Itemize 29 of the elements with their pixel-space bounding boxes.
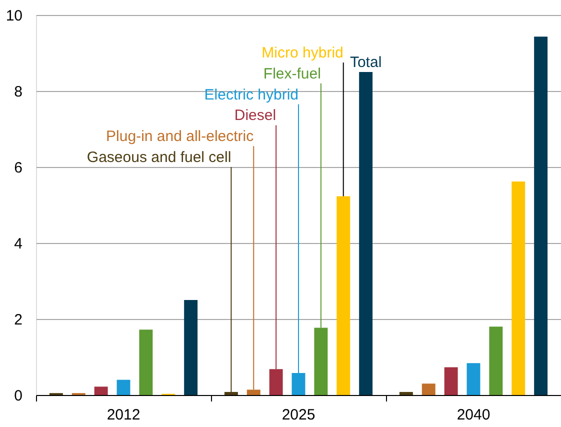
y-tick-label: 8 [14, 84, 22, 100]
y-tick-label: 4 [14, 236, 22, 252]
x-tick-label: 2012 [106, 406, 140, 424]
bar [359, 72, 373, 395]
y-tick-label: 6 [14, 160, 22, 176]
bar [399, 392, 413, 395]
bar [534, 36, 548, 395]
bar [466, 363, 480, 395]
y-tick-label: 2 [14, 312, 22, 328]
series-label: Total [350, 54, 382, 71]
text: Electric hybrid [204, 86, 298, 104]
bar [116, 380, 130, 395]
bar [94, 386, 108, 395]
text: Gaseous and fuel cell [86, 149, 232, 166]
text: Flex-fuel [263, 65, 321, 82]
x-tick-label: 2040 [456, 406, 490, 424]
bar [422, 384, 436, 395]
bar [489, 326, 503, 395]
text: Diesel [234, 107, 276, 124]
text: Micro hybrid [262, 44, 344, 62]
bar [444, 367, 458, 395]
bar [336, 196, 350, 395]
bar [184, 300, 198, 395]
y-tick-label: 10 [6, 8, 22, 24]
bar [512, 181, 526, 395]
text: Plug-in and all-electric [106, 128, 254, 146]
bar [139, 330, 153, 395]
x-tick-label: 2025 [282, 406, 316, 424]
y-tick-label: 0 [14, 388, 22, 404]
